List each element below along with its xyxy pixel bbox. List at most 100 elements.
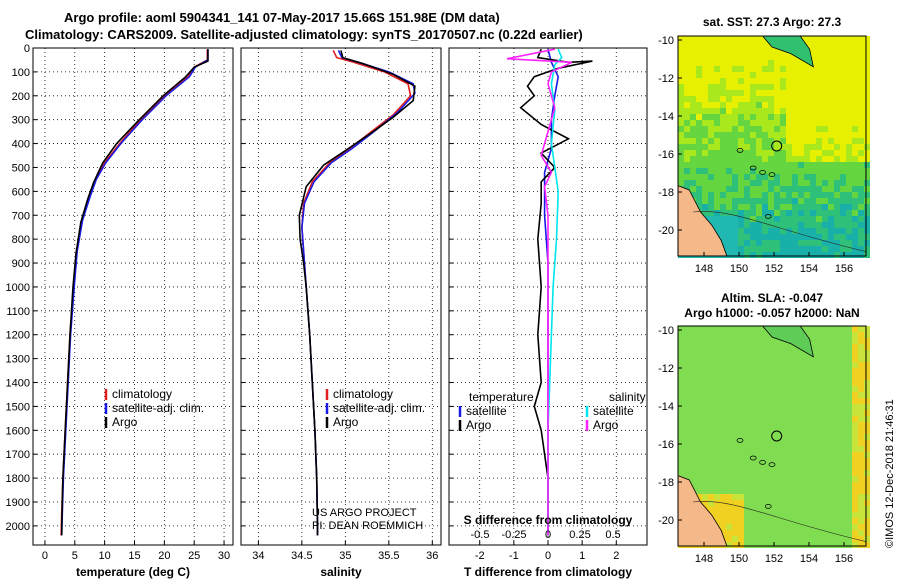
map-cell [786,350,792,356]
map-cell [756,204,762,210]
map-cell [732,494,738,500]
y-tick-label: 1500 [6,401,30,413]
map-cell [774,126,780,132]
map-cell [810,422,816,428]
map-cell [840,392,846,398]
map-cell [744,228,750,234]
map-cell [774,186,780,192]
map-cell [714,482,720,488]
map-cell [798,416,804,422]
annotation-project: US ARGO PROJECT [312,507,417,519]
map-cell [828,102,834,108]
map-cell [696,162,702,168]
map-cell [738,246,744,252]
map-cell [738,234,744,240]
map-cell [744,392,750,398]
map-cell [738,482,744,488]
map-cell [828,428,834,434]
map-cell [702,114,708,120]
map-cell [720,440,726,446]
map-cell [768,476,774,482]
map-cell [786,410,792,416]
map-cell [810,428,816,434]
map-cell [696,404,702,410]
map-cell [864,186,870,192]
map-cell [774,108,780,114]
map-cell [834,410,840,416]
map-cell [786,102,792,108]
map-cell [738,356,744,362]
map-cell [702,368,708,374]
map-cell [858,368,864,374]
y-tick-label: 0 [24,43,30,55]
map-cell [798,452,804,458]
map-cell [822,54,828,60]
map-cell [804,434,810,440]
map-cell [738,446,744,452]
map-cell [828,440,834,446]
map-cell [834,386,840,392]
map-cell [840,380,846,386]
map-cell [834,60,840,66]
map-cell [750,392,756,398]
map-cell [786,482,792,488]
map-cell [852,114,858,120]
map-cell [828,192,834,198]
legend-entry: satellite [593,404,634,418]
map-cell [828,506,834,512]
map-cell [750,530,756,536]
map-cell [786,252,792,258]
map-cell [732,156,738,162]
map-cell [804,132,810,138]
map-cell [858,392,864,398]
map-cell [810,350,816,356]
map-cell [708,422,714,428]
map-cell [756,452,762,458]
map-cell [702,78,708,84]
map-cell [780,72,786,78]
map-cell [696,332,702,338]
map-cell [708,374,714,380]
map-cell [828,132,834,138]
map-cell [744,422,750,428]
map-cell [810,138,816,144]
map-cell [702,168,708,174]
map-cell [780,470,786,476]
map-cell [852,392,858,398]
map-cell [864,168,870,174]
map-cell [810,156,816,162]
map-cell [750,500,756,506]
map-cell [780,536,786,542]
map-cell [810,72,816,78]
map-cell [762,536,768,542]
map-cell [846,356,852,362]
map-cell [810,326,816,332]
map-cell [846,234,852,240]
map-cell [762,180,768,186]
map-cell [690,440,696,446]
map-cell [804,422,810,428]
map-cell [786,392,792,398]
map-cell [720,114,726,120]
map-cell [846,344,852,350]
map-cell [804,326,810,332]
map-cell [744,234,750,240]
map-cell [744,198,750,204]
map-cell [768,506,774,512]
map-cell [792,458,798,464]
map-cell [738,464,744,470]
map-cell [852,476,858,482]
map-cell [846,150,852,156]
map-cell [852,204,858,210]
map-cell [852,216,858,222]
map-cell [828,464,834,470]
map-cell [690,102,696,108]
map-cell [756,84,762,90]
map-lon-label: 156 [835,263,853,275]
map-cell [840,338,846,344]
map-cell [732,506,738,512]
map-cell [756,210,762,216]
map-cell [690,42,696,48]
map-cell [732,54,738,60]
map-cell [798,512,804,518]
